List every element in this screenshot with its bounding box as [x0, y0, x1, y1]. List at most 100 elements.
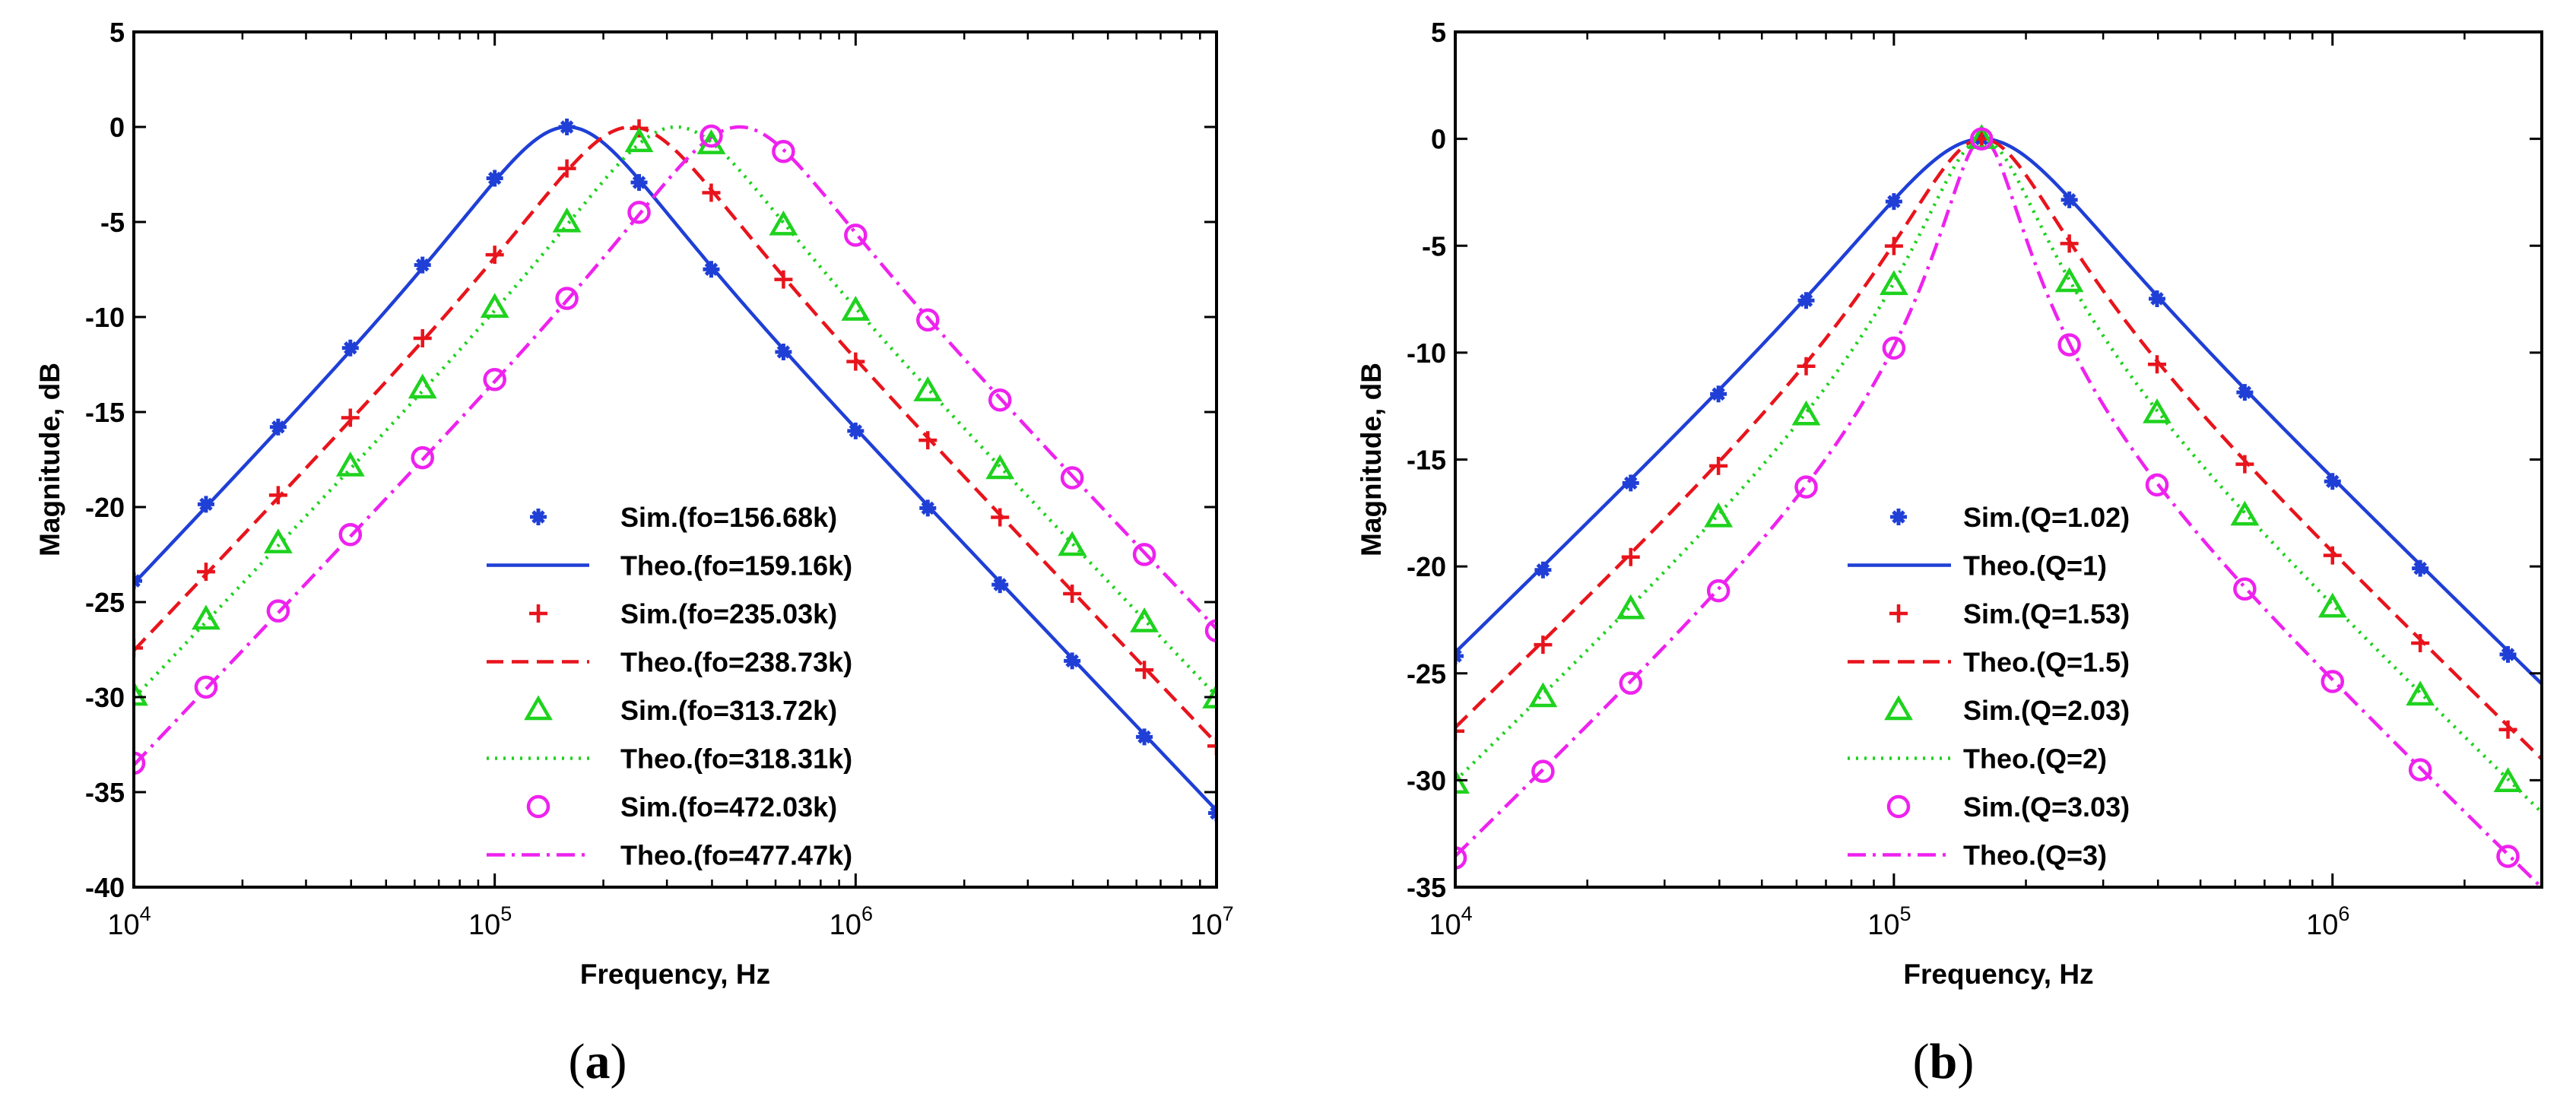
plus-marker	[1889, 604, 1908, 623]
circle-marker	[1619, 671, 1643, 695]
star-marker-core	[852, 426, 860, 435]
circle-marker	[338, 522, 363, 547]
circle-marker	[2321, 670, 2345, 693]
star-marker-core	[274, 423, 282, 431]
data-point-star	[2149, 290, 2166, 307]
legend-item: Sim.(Q=1.53)	[1889, 598, 2130, 629]
data-point-circle	[1619, 671, 1643, 695]
star-marker-core	[563, 123, 571, 132]
plus-marker	[1797, 357, 1816, 376]
data-point-circle	[700, 124, 723, 148]
data-point-star	[2236, 384, 2254, 401]
plus-marker	[2498, 720, 2517, 739]
star-marker-core	[924, 504, 932, 512]
data-point-star	[269, 418, 287, 436]
data-point-triangle	[134, 680, 148, 706]
data-point-star	[1064, 652, 1081, 670]
data-point-circle	[1132, 543, 1156, 566]
series-line	[134, 125, 1217, 766]
data-point-circle	[627, 201, 651, 224]
star-marker-core	[635, 179, 643, 187]
plus-marker	[557, 159, 576, 178]
x-tick-exp: 4	[1461, 902, 1473, 925]
panel-caption: (a)	[569, 1034, 627, 1089]
data-point-circle	[2233, 577, 2257, 601]
data-point-star	[1622, 474, 1639, 492]
triangle-marker	[1058, 531, 1087, 556]
legend-label: Sim.(fo=156.68k)	[620, 502, 837, 533]
data-point-plus	[341, 408, 360, 427]
legend-label: Theo.(fo=318.31k)	[620, 743, 852, 775]
legend-label: Sim.(Q=2.03)	[1963, 695, 2130, 726]
data-point-star	[1710, 385, 1727, 403]
legend-item: Sim.(Q=2.03)	[1884, 695, 2130, 726]
plus-marker	[413, 329, 432, 348]
y-tick-label: 0	[1431, 124, 1446, 155]
triangle-marker	[2230, 500, 2260, 526]
x-tick-label: 104	[1429, 902, 1472, 941]
data-point-circle	[988, 388, 1012, 412]
star-marker-core	[346, 344, 354, 352]
data-point-triangle	[1704, 502, 1734, 528]
caption-paren: )	[611, 1034, 627, 1089]
data-point-star	[341, 339, 359, 357]
star-marker-core	[707, 265, 715, 274]
data-point-star	[775, 344, 792, 361]
circle-marker	[1706, 579, 1731, 603]
data-point-circle	[1886, 794, 1911, 819]
data-point-circle	[916, 308, 940, 332]
y-axis-label: Magnitude, dB	[34, 363, 65, 556]
data-point-circle	[2321, 670, 2345, 693]
data-point-plus	[2235, 455, 2254, 474]
data-point-triangle	[524, 695, 553, 721]
circle-marker	[526, 794, 550, 819]
x-tick-label: 104	[107, 902, 151, 941]
triangle-marker	[480, 293, 509, 319]
x-tick-base: 10	[468, 909, 500, 941]
star-marker-core	[1140, 733, 1149, 741]
data-point-triangle	[408, 373, 437, 399]
data-point-star	[2324, 473, 2341, 490]
x-tick-exp: 4	[140, 902, 151, 925]
star-marker-core	[2065, 195, 2073, 204]
triangle-marker	[1884, 695, 1913, 721]
star-marker-core	[201, 500, 210, 509]
caption-paren: (	[1913, 1034, 1930, 1089]
legend-label: Theo.(fo=477.47k)	[620, 840, 852, 871]
data-point-triangle	[624, 127, 654, 153]
data-point-plus	[1884, 236, 1903, 255]
x-tick-label: 106	[830, 902, 873, 941]
triangle-marker	[913, 376, 943, 401]
data-point-circle	[555, 287, 579, 310]
data-point-triangle	[1879, 270, 1908, 296]
y-tick-label: -40	[85, 872, 125, 903]
triangle-marker	[192, 604, 220, 630]
circle-marker	[2408, 758, 2432, 781]
plus-marker	[529, 604, 547, 623]
star-marker-core	[490, 174, 499, 182]
plus-marker	[1455, 721, 1464, 740]
data-point-star	[847, 422, 864, 439]
data-point-circle	[1531, 759, 1555, 783]
plus-marker	[2411, 634, 2430, 653]
x-tick-base: 10	[1429, 909, 1461, 941]
data-point-circle	[1204, 619, 1217, 643]
data-point-circle	[194, 675, 218, 699]
series-line	[1455, 137, 2542, 761]
star-marker-core	[1802, 296, 1810, 305]
data-point-circle	[411, 445, 434, 470]
series-line	[1455, 137, 2542, 686]
star-marker-core	[418, 261, 427, 269]
data-point-plus	[2411, 634, 2430, 653]
data-point-star	[1136, 728, 1153, 746]
circle-marker	[2057, 333, 2081, 357]
triangle-marker	[2406, 680, 2435, 706]
plot-area	[134, 119, 1217, 822]
y-tick-label: -10	[1407, 338, 1446, 369]
circle-marker	[772, 140, 795, 163]
legend-item: Theo.(fo=159.16k)	[487, 550, 852, 582]
circle-marker	[134, 751, 146, 775]
data-point-plus	[2498, 720, 2517, 739]
